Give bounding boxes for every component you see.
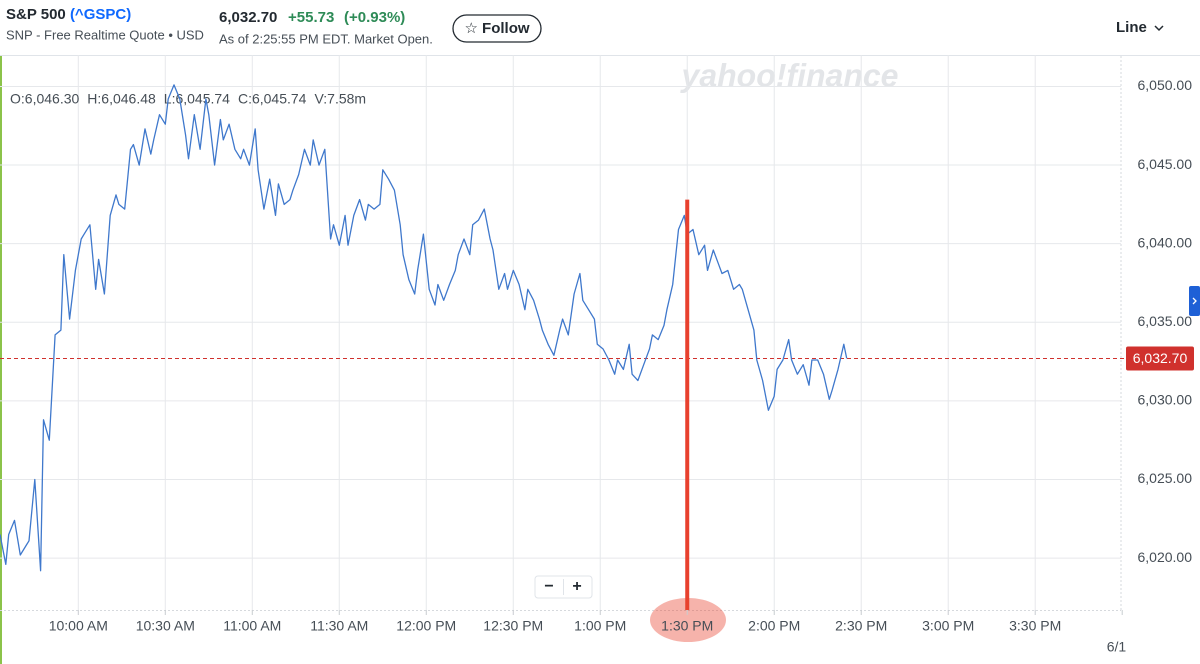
x-tick-label: 1:00 PM (574, 618, 626, 634)
last-price-label: 6,032.70 (1133, 350, 1188, 366)
x-tick-label: 11:00 AM (223, 618, 281, 634)
x-tick-label: 3:30 PM (1009, 618, 1061, 634)
y-tick-label: 6,020.00 (1138, 549, 1193, 565)
symbol-name: S&P 500 (6, 6, 66, 23)
x-tick-label: 1:30 PM (661, 618, 713, 634)
change-percent: (+0.93%) (344, 9, 405, 26)
last-price-box (1126, 346, 1194, 371)
date-label: 6/1 (1107, 639, 1127, 655)
zoom-in[interactable]: + (572, 578, 581, 595)
x-tick-label: 3:00 PM (922, 618, 974, 634)
x-tick-label: 12:00 PM (396, 618, 456, 634)
ohlc-label: V:7.58m (314, 91, 366, 107)
side-tab[interactable] (1189, 286, 1200, 316)
x-tick-label: 2:30 PM (835, 618, 887, 634)
x-tick-label: 10:30 AM (136, 618, 195, 634)
ohlc-label: H:6,046.48 (87, 91, 156, 107)
ohlc-label: C:6,045.74 (238, 91, 307, 107)
source: SNP - Free Realtime Quote • USD (6, 27, 204, 42)
side-tab-arrow[interactable] (1192, 297, 1197, 305)
dropdown-arrow[interactable] (1154, 25, 1164, 32)
symbol: S&P 500 (^GSPC) (6, 6, 131, 23)
as-of: As of 2:25:55 PM EDT. Market Open. (219, 31, 433, 46)
highlight-ellipse (650, 598, 726, 642)
watermark: yahoo!finance (680, 57, 899, 93)
follow-label[interactable]: ☆ Follow (464, 20, 529, 37)
x-tick-label: 10:00 AM (49, 618, 108, 634)
x-tick-label: 2:00 PM (748, 618, 800, 634)
x-tick-label: 11:30 AM (310, 618, 368, 634)
chart-mode[interactable]: Line (1116, 19, 1147, 36)
ohlc-label: O:6,046.30 (10, 91, 79, 107)
zoom-out[interactable]: − (544, 578, 553, 595)
follow-button[interactable] (452, 14, 542, 43)
y-tick-label: 6,045.00 (1138, 156, 1193, 172)
ticker[interactable]: (^GSPC) (70, 6, 131, 23)
zoom-controls: − + (534, 575, 593, 599)
y-tick-label: 6,025.00 (1138, 470, 1193, 486)
change: +55.73 (288, 9, 334, 26)
header: S&P 500 (^GSPC) SNP - Free Realtime Quot… (0, 6, 1200, 56)
price: 6,032.70 (219, 9, 277, 26)
price-line (0, 84, 848, 572)
ohlc-label: L:6,045.74 (164, 91, 230, 107)
y-tick-label: 6,035.00 (1138, 313, 1193, 329)
x-tick-label: 12:30 PM (483, 618, 543, 634)
y-tick-label: 6,050.00 (1138, 77, 1193, 93)
y-tick-label: 6,030.00 (1138, 392, 1193, 408)
y-tick-label: 6,040.00 (1138, 234, 1193, 250)
